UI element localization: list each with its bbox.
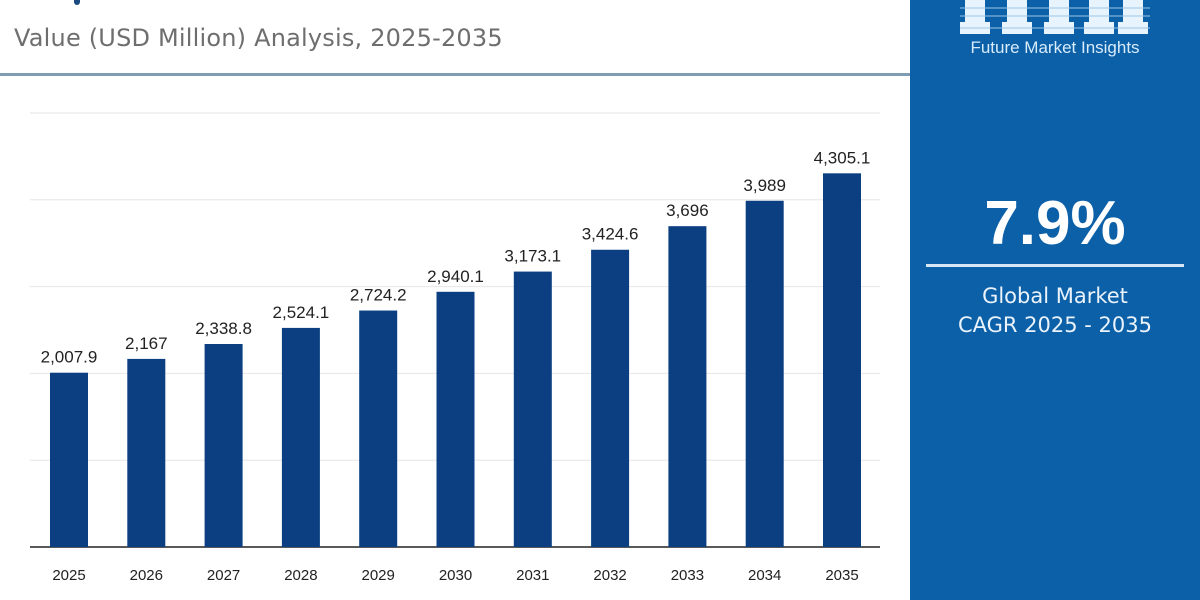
bar-2031 <box>513 271 552 547</box>
sidebar-panel: Future Market Insights 7.9% Global Marke… <box>910 0 1200 600</box>
x-tick-2035: 2035 <box>825 567 858 584</box>
x-tick-2030: 2030 <box>439 567 472 584</box>
x-tick-2025: 2025 <box>52 567 85 584</box>
bar-2033 <box>668 226 707 547</box>
bar-2030 <box>436 291 475 547</box>
data-label-2034: 3,989 <box>743 176 786 195</box>
bar-chart: 2,007.9 2025 2,167 2026 2,338.8 2027 2,524.1 20… <box>30 112 880 584</box>
x-tick-2034: 2034 <box>748 567 781 584</box>
cagr-divider <box>926 264 1184 267</box>
header-divider <box>0 73 910 76</box>
data-label-2033: 3,696 <box>666 201 709 220</box>
bar-2025 <box>50 372 88 547</box>
bar-2026 <box>127 358 166 547</box>
cagr-caption: Global Market CAGR 2025 - 2035 <box>910 282 1200 340</box>
cagr-value: 7.9% <box>984 189 1126 258</box>
bar-2034 <box>745 200 784 547</box>
cagr-caption-line2: CAGR 2025 - 2035 <box>957 313 1152 337</box>
cagr-caption-line1: Global Market <box>982 284 1128 308</box>
x-tick-2031: 2031 <box>516 567 549 584</box>
chart-subtitle: Value (USD Million) Analysis, 2025-2035 <box>14 24 503 52</box>
data-label-2030: 2,940.1 <box>427 267 484 286</box>
data-label-2031: 3,173.1 <box>504 247 561 266</box>
bar-2035 <box>823 173 861 547</box>
bar-2029 <box>359 310 398 547</box>
data-label-2026: 2,167 <box>125 334 168 353</box>
x-tick-2027: 2027 <box>207 567 240 584</box>
x-tick-2028: 2028 <box>284 567 317 584</box>
data-label-2025: 2,007.9 <box>41 348 98 367</box>
x-tick-2033: 2033 <box>671 567 704 584</box>
x-tick-2032: 2032 <box>593 567 626 584</box>
brand-name: Future Market Insights <box>970 38 1140 57</box>
fmi-logo-icon <box>960 0 1150 34</box>
data-label-2027: 2,338.8 <box>195 319 252 338</box>
data-label-2029: 2,724.2 <box>350 286 407 305</box>
x-tick-2029: 2029 <box>362 567 395 584</box>
bar-2028 <box>281 327 320 547</box>
x-tick-2026: 2026 <box>130 567 163 584</box>
data-label-2032: 3,424.6 <box>582 225 639 244</box>
title-fragment <box>74 0 80 5</box>
data-label-2035: 4,305.1 <box>814 148 871 167</box>
bar-2027 <box>204 343 243 547</box>
data-label-2028: 2,524.1 <box>273 303 330 322</box>
bar-2032 <box>591 249 630 547</box>
